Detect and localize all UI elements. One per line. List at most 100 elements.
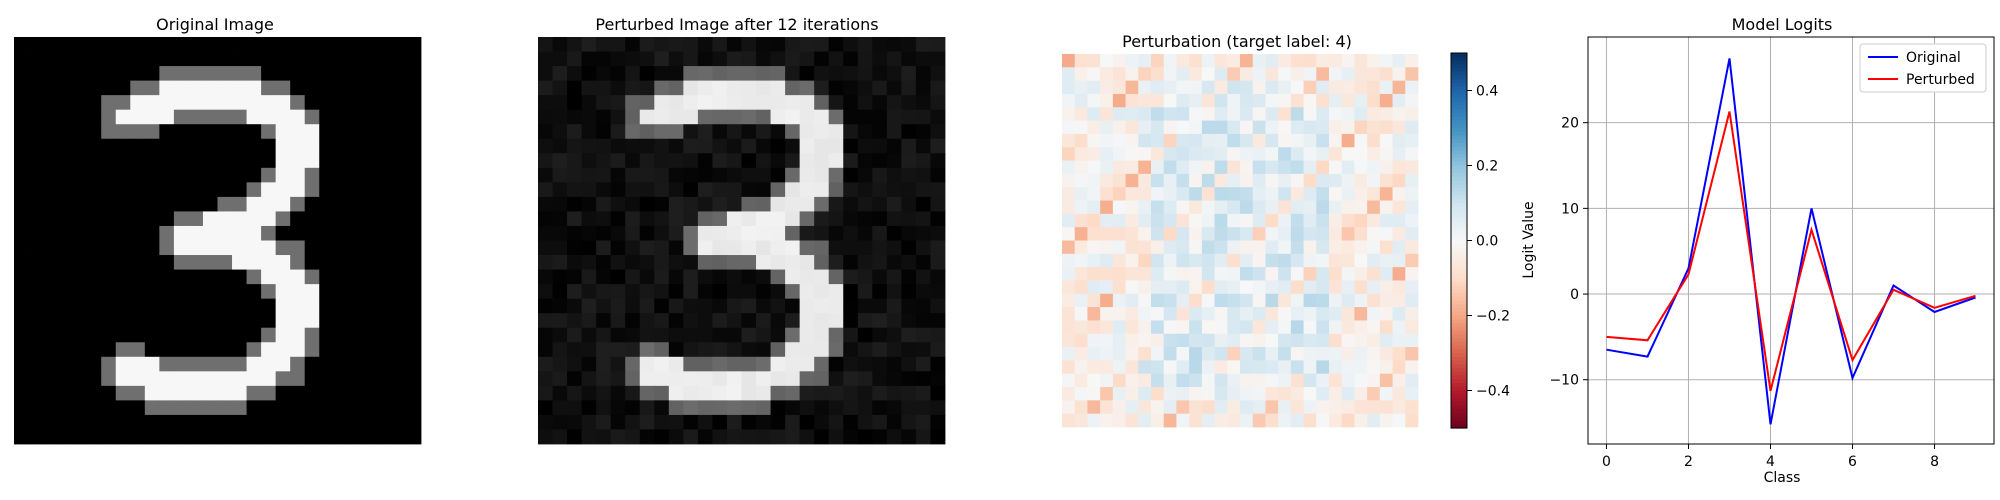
pixel-cell <box>654 196 670 212</box>
pixel-cell <box>610 298 626 314</box>
pixel-cell <box>683 371 699 387</box>
pixel-cell <box>872 327 888 343</box>
pixel-cell <box>101 167 117 183</box>
colorbar-segment <box>1451 424 1467 429</box>
pixel-cell <box>668 182 684 198</box>
pixel-cell <box>915 255 931 270</box>
perturbation-cell <box>1189 400 1203 415</box>
perturbation-cell <box>1303 253 1317 268</box>
pixel-cell <box>173 240 189 256</box>
pixel-cell <box>130 182 146 198</box>
perturbation-cell <box>1278 160 1292 175</box>
pixel-cell <box>712 182 728 198</box>
pixel-cell <box>639 211 655 227</box>
pixel-cell <box>930 167 946 183</box>
pixel-cell <box>304 138 320 154</box>
pixel-cell <box>901 138 917 154</box>
pixel-cell <box>654 356 670 372</box>
perturbation-cell <box>1100 67 1114 82</box>
pixel-cell <box>567 385 583 401</box>
pixel-cell <box>115 400 131 416</box>
colorbar-segment <box>1451 64 1467 69</box>
perturbation-cell <box>1125 213 1139 228</box>
pixel-cell <box>610 80 626 96</box>
perturbation-cell <box>1227 400 1241 415</box>
pixel-cell <box>57 356 73 372</box>
perturbation-cell <box>1329 133 1343 148</box>
pixel-cell <box>115 371 131 387</box>
perturbation-cell <box>1176 293 1190 308</box>
pixel-cell <box>304 429 320 445</box>
pixel-cell <box>567 138 583 154</box>
perturbation-cell <box>1316 347 1330 361</box>
pixel-cell <box>28 414 44 430</box>
pixel-cell <box>785 153 801 169</box>
pixel-cell <box>246 182 262 198</box>
pixel-cell <box>304 211 320 227</box>
pixel-cell <box>668 124 684 140</box>
pixel-cell <box>290 284 306 300</box>
pixel-cell <box>639 196 655 212</box>
pixel-cell <box>639 400 655 416</box>
perturbation-cell <box>1392 307 1406 321</box>
pixel-cell <box>930 313 946 329</box>
pixel-cell <box>741 153 757 169</box>
pixel-cell <box>304 80 320 96</box>
pixel-cell <box>886 371 902 387</box>
pixel-cell <box>712 255 728 270</box>
pixel-cell <box>756 37 771 52</box>
pixel-cell <box>319 240 335 256</box>
perturbation-cell <box>1290 253 1304 268</box>
pixel-cell <box>581 414 597 430</box>
perturbation-cell <box>1392 387 1406 401</box>
pixel-cell <box>814 182 830 198</box>
pixel-cell <box>159 225 175 241</box>
pixel-cell <box>188 211 204 227</box>
pixel-cell <box>828 385 844 401</box>
pixel-cell <box>857 385 873 401</box>
perturbation-cell <box>1290 173 1304 188</box>
perturbation-cell <box>1278 240 1292 255</box>
colorbar-segment <box>1451 135 1467 140</box>
pixel-cell <box>639 109 655 125</box>
pixel-cell <box>159 109 175 125</box>
perturbation-cell <box>1112 240 1126 255</box>
perturbation-cell <box>1201 267 1215 281</box>
pixel-cell <box>43 182 59 198</box>
pixel-cell <box>683 167 699 183</box>
perturbation-cell <box>1329 173 1343 188</box>
pixel-cell <box>188 138 204 154</box>
perturbation-cell <box>1240 293 1254 308</box>
pixel-cell <box>625 371 641 387</box>
perturbation-cell <box>1062 413 1076 428</box>
pixel-cell <box>538 327 553 343</box>
pixel-cell <box>712 429 728 445</box>
pixel-cell <box>901 211 917 227</box>
perturbation-cell <box>1316 360 1330 375</box>
pixel-cell <box>538 385 553 401</box>
perturbation-cell <box>1278 93 1292 108</box>
perturbation-cell <box>1290 400 1304 415</box>
pixel-cell <box>697 167 713 183</box>
pixel-cell <box>261 80 277 96</box>
pixel-cell <box>901 66 917 82</box>
pixel-cell <box>930 356 946 372</box>
pixel-cell <box>348 51 364 67</box>
pixel-cell <box>697 211 713 227</box>
perturbation-cell <box>1252 213 1266 228</box>
perturbation-cell <box>1100 267 1114 281</box>
pixel-cell <box>57 400 73 416</box>
pixel-cell <box>144 138 160 154</box>
pixel-cell <box>596 385 612 401</box>
pixel-cell <box>654 167 670 183</box>
pixel-cell <box>610 138 626 154</box>
perturbation-cell <box>1176 80 1190 95</box>
pixel-cell <box>756 342 771 358</box>
pixel-cell <box>57 414 73 430</box>
pixel-cell <box>173 109 189 125</box>
perturbation-cell <box>1265 347 1279 361</box>
pixel-cell <box>799 95 815 111</box>
perturbation-cell <box>1278 333 1292 348</box>
panel-1-title: Original Image <box>156 15 274 34</box>
pixel-cell <box>843 211 859 227</box>
